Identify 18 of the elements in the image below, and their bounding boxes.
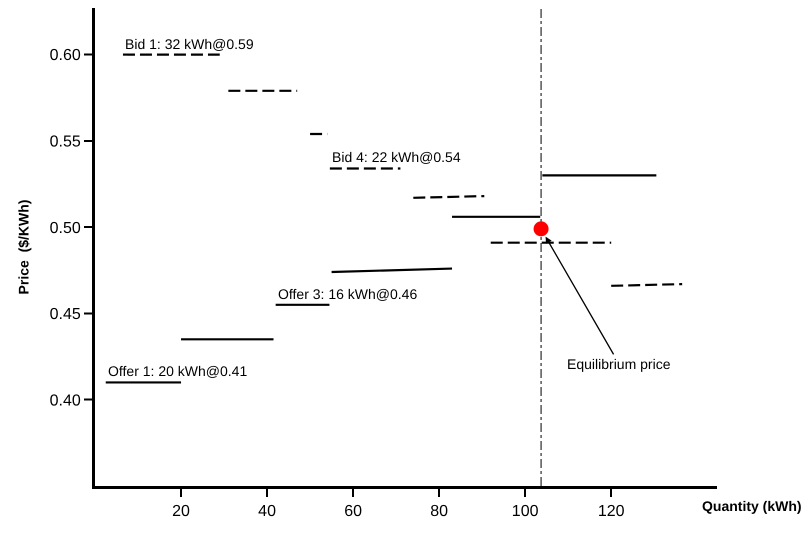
x-tick-label: 40 — [258, 503, 276, 520]
y-tick-label: 0.50 — [50, 220, 81, 237]
annotation: Bid 1: 32 kWh@0.59 — [125, 36, 254, 52]
y-tick-label: 0.45 — [50, 306, 81, 324]
y-tick-label: 0.60 — [50, 47, 81, 64]
y-tick-label: 0.40 — [50, 392, 81, 410]
annotation: Offer 1: 20 kWh@0.41 — [108, 363, 248, 379]
x-tick-label: 60 — [344, 503, 362, 520]
x-tick-label: 80 — [430, 503, 448, 520]
annotation: Offer 3: 16 kWh@0.46 — [278, 286, 418, 302]
x-tick-label: 120 — [598, 503, 625, 520]
annotation: Equilibrium price — [567, 356, 671, 372]
annotation: Bid 4: 22 kWh@0.54 — [332, 149, 461, 165]
x-tick-label: 100 — [512, 503, 539, 520]
x-axis-title: Quantity (kWh) — [702, 498, 802, 514]
y-axis-title: Price ($/KWh) — [15, 200, 32, 294]
x-tick-label: 20 — [172, 503, 190, 520]
y-tick-label: 0.55 — [50, 133, 81, 150]
